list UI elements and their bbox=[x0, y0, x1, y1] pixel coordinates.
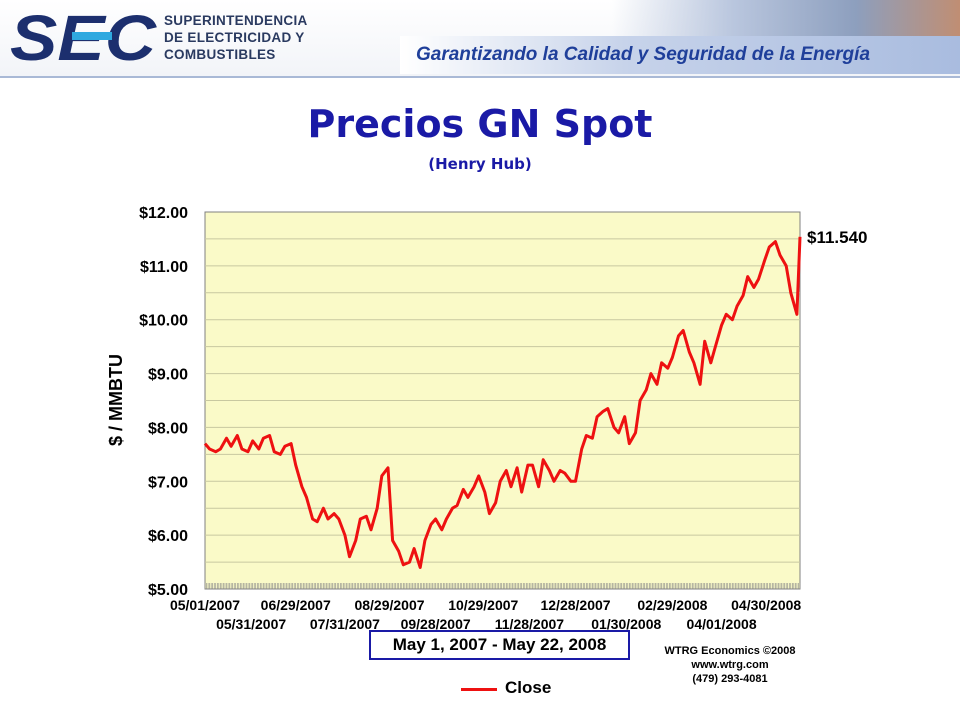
y-tick-label: $11.00 bbox=[140, 259, 188, 276]
series-close-line bbox=[203, 236, 802, 569]
org-name-line3: COMBUSTIBLES bbox=[164, 47, 276, 62]
x-tick-marks bbox=[204, 583, 801, 589]
date-range-box: May 1, 2007 - May 22, 2008 bbox=[369, 630, 630, 660]
x-tick-label: 07/31/2007 bbox=[310, 616, 380, 632]
header-photo bbox=[612, 0, 960, 40]
x-tick-label: 09/28/2007 bbox=[401, 616, 471, 632]
x-tick-label: 01/30/2008 bbox=[591, 616, 661, 632]
y-tick-label: $8.00 bbox=[148, 420, 188, 437]
credit-line-1: WTRG Economics ©2008 bbox=[664, 645, 796, 657]
x-tick-labels: 05/01/2007 06/29/2007 08/29/2007 10/29/2007… bbox=[170, 597, 801, 632]
last-value-label: $11.540 bbox=[807, 228, 868, 247]
slogan-text: Garantizando la Calidad y Seguridad de l… bbox=[416, 44, 871, 65]
x-tick-label: 10/29/2007 bbox=[448, 597, 518, 613]
credit-line-2: www.wtrg.com bbox=[691, 659, 769, 671]
header-banner: SEC SUPERINTENDENCIA DE ELECTRICIDAD Y C… bbox=[0, 0, 960, 78]
y-tick-label: $10.00 bbox=[139, 313, 188, 330]
credit-line-3: (479) 293-4081 bbox=[692, 673, 768, 685]
x-tick-label: 06/29/2007 bbox=[261, 597, 331, 613]
y-tick-label: $9.00 bbox=[148, 367, 188, 384]
x-tick-label: 11/28/2007 bbox=[495, 616, 565, 632]
page-subtitle: (Henry Hub) bbox=[428, 155, 532, 173]
org-name-line2: DE ELECTRICIDAD Y bbox=[164, 30, 305, 45]
y-tick-label: $5.00 bbox=[148, 582, 188, 599]
sec-logo: SEC bbox=[10, 8, 157, 66]
x-tick-label: 04/01/2008 bbox=[687, 616, 757, 632]
legend-label-close: Close bbox=[505, 678, 552, 697]
y-tick-labels: $5.00 $6.00 $7.00 $8.00 $9.00 $10.00 $11.00 $12… bbox=[139, 205, 188, 599]
x-tick-label: 05/01/2007 bbox=[170, 597, 240, 613]
y-tick-label: $6.00 bbox=[148, 528, 188, 545]
page-title: Precios GN Spot bbox=[307, 102, 653, 146]
y-axis-label: $ / MMBTU bbox=[106, 354, 126, 446]
source-credit: WTRG Economics ©2008 www.wtrg.com (479) … bbox=[650, 644, 810, 686]
x-tick-label: 04/30/2008 bbox=[731, 597, 801, 613]
x-tick-label: 02/29/2008 bbox=[637, 597, 707, 613]
gridlines bbox=[205, 238, 800, 563]
org-name-line1: SUPERINTENDENCIA bbox=[164, 13, 308, 28]
legend-swatch-close bbox=[461, 688, 497, 691]
x-tick-label: 05/31/2007 bbox=[216, 616, 286, 632]
x-tick-label: 12/28/2007 bbox=[540, 597, 610, 613]
y-tick-label: $7.00 bbox=[148, 474, 188, 491]
x-tick-label: 08/29/2007 bbox=[354, 597, 424, 613]
slogan-band bbox=[400, 36, 960, 74]
y-tick-label: $12.00 bbox=[139, 205, 188, 222]
